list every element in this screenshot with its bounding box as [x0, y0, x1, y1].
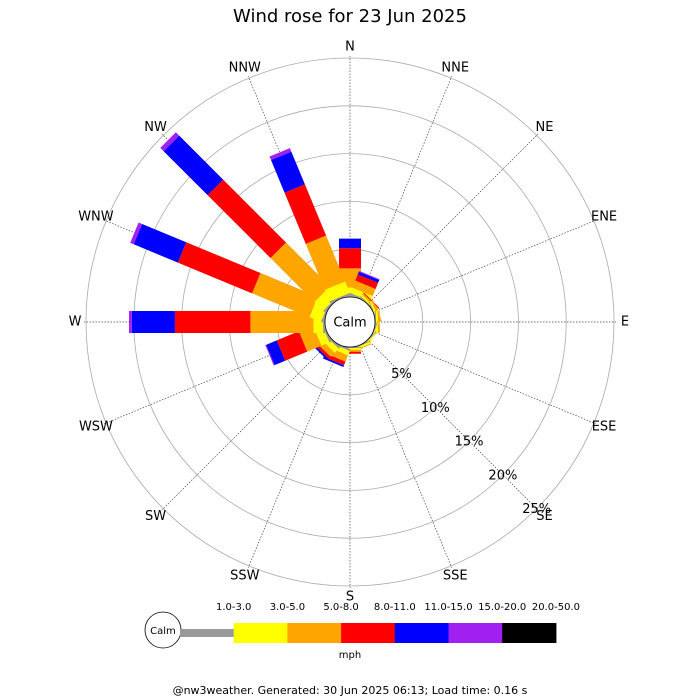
legend-label: 1.0-3.0: [216, 602, 251, 613]
r-tick-label: 25%: [522, 502, 551, 517]
rose-segment: [339, 238, 361, 249]
rose-segment: [358, 270, 380, 281]
spoke: [359, 344, 453, 568]
chart-title: Wind rose for 23 Jun 2025: [233, 6, 467, 27]
spoke: [367, 339, 539, 511]
rose-segment: [265, 344, 275, 366]
direction-label: NW: [144, 120, 167, 135]
ring: [85, 57, 615, 587]
r-tick-label: 10%: [421, 401, 450, 416]
direction-label: WSW: [79, 420, 113, 435]
legend-swatch: [341, 623, 396, 643]
rose-segment: [284, 184, 327, 244]
direction-label: S: [346, 590, 354, 605]
rose-segment: [324, 281, 350, 302]
rose-segment: [160, 132, 180, 152]
direction-label: N: [345, 40, 355, 55]
direction-label: E: [621, 315, 629, 330]
calm-label: Calm: [333, 316, 366, 331]
r-tick-label: 5%: [391, 367, 412, 382]
rose-segment: [174, 311, 251, 333]
r-tick-label: 15%: [455, 435, 484, 450]
rose-segment: [363, 292, 380, 309]
spoke: [359, 76, 453, 300]
legend-label: 5.0-8.0: [323, 602, 358, 613]
direction-label: NNW: [229, 60, 261, 75]
spoke: [161, 339, 333, 511]
rose-segment: [270, 242, 330, 302]
legend-label: 8.0-11.0: [374, 602, 416, 613]
rose-segment: [207, 179, 287, 259]
legend-swatch: [394, 623, 449, 643]
rose-segment: [177, 242, 261, 294]
legend-swatch: [233, 623, 288, 643]
legend-swatch: [287, 623, 342, 643]
rose-segment: [133, 223, 187, 263]
direction-label: WNW: [78, 209, 114, 224]
rose-segment: [130, 222, 143, 245]
units-label: mph: [339, 650, 361, 661]
rose-segment: [252, 273, 318, 318]
legend-swatch: [448, 623, 503, 643]
spoke: [372, 331, 596, 425]
direction-label: NNE: [441, 60, 469, 75]
rose-segment: [129, 311, 132, 333]
direction-label: SW: [145, 509, 166, 524]
rose-segment: [276, 331, 308, 361]
rose-segment: [355, 274, 379, 289]
rose-segment: [329, 292, 351, 304]
direction-label: ENE: [591, 209, 617, 224]
direction-label: SSE: [443, 569, 468, 584]
legend-label: 3.0-5.0: [270, 602, 305, 613]
footer: @nw3weather. Generated: 30 Jun 2025 06:1…: [173, 684, 528, 697]
rose-segment: [269, 148, 292, 161]
direction-label: SE: [536, 509, 552, 524]
rose-segment: [131, 311, 175, 333]
direction-label: ESE: [592, 420, 617, 435]
rose-segment: [250, 311, 314, 333]
direction-label: SSW: [230, 569, 260, 584]
legend-label: 11.0-15.0: [424, 602, 472, 613]
legend-calm-label: Calm: [150, 626, 176, 637]
calm-circle: [324, 296, 376, 348]
legend-label: 20.0-50.0: [532, 602, 580, 613]
legend-swatch: [502, 623, 557, 643]
rose-segment: [163, 135, 224, 196]
rose-segment: [271, 151, 305, 193]
spoke: [367, 133, 539, 305]
rose-segment: [305, 235, 346, 290]
spoke: [372, 219, 596, 313]
rose-segment: [377, 311, 380, 333]
rose-segment: [266, 340, 286, 366]
rose-segment: [339, 248, 361, 269]
spoke: [247, 344, 341, 568]
legend-swatch: [180, 629, 235, 637]
legend-label: 15.0-20.0: [478, 602, 526, 613]
rose-segment: [352, 280, 376, 297]
direction-label: W: [69, 315, 82, 330]
rose-segment: [357, 271, 380, 283]
r-tick-label: 20%: [488, 468, 517, 483]
direction-label: NE: [535, 120, 553, 135]
